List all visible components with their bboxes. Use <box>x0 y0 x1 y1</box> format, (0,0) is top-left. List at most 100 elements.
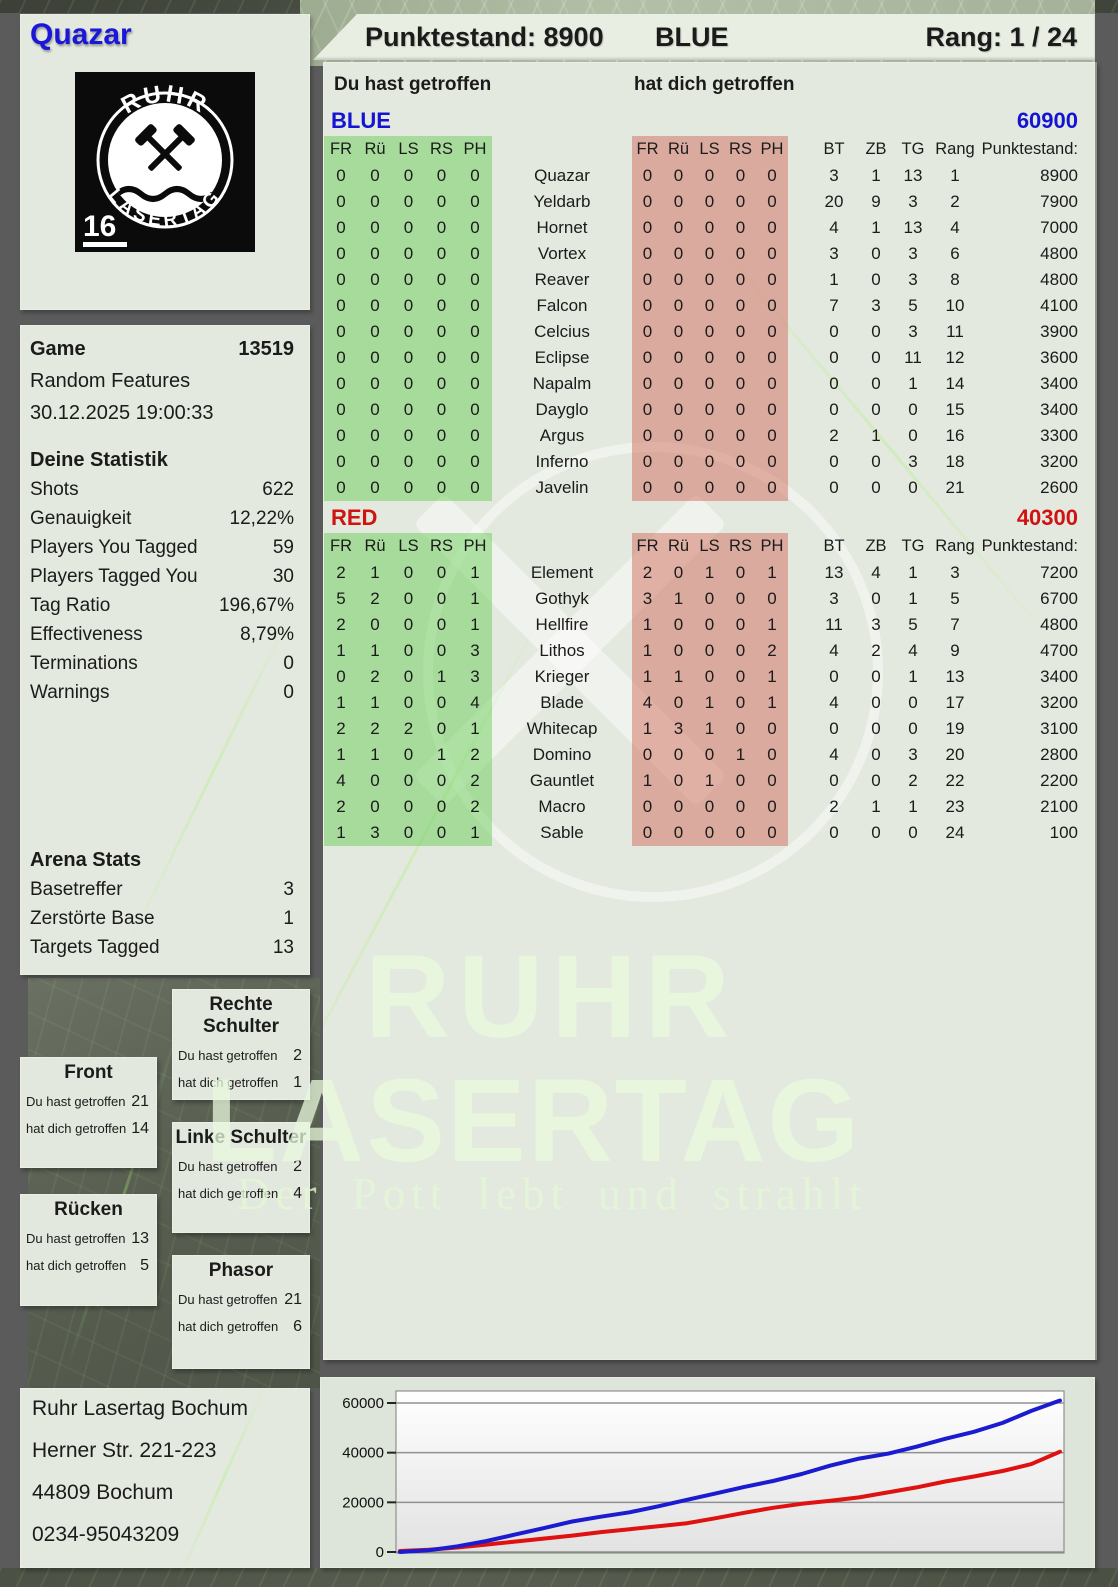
cell: 4 <box>829 693 839 712</box>
cell: 3 <box>871 615 881 634</box>
cell: 0 <box>694 241 725 267</box>
cell: 0 <box>663 215 694 241</box>
cell: 3400 <box>1040 400 1078 419</box>
body-part-title: Rechte Schulter <box>202 994 280 1037</box>
cell: 0 <box>725 664 756 690</box>
cell: 0 <box>392 560 425 586</box>
cell: 4 <box>829 218 839 237</box>
body-part-box-linke-schulter: Linke Schulter Du hast getroffen 2 hat di… <box>172 1122 310 1233</box>
cell: 0 <box>425 215 458 241</box>
cell: 0 <box>458 371 492 397</box>
cell: 0 <box>756 423 788 449</box>
stat-value: 8,79% <box>240 624 294 645</box>
stat-value: 1 <box>283 908 294 929</box>
cell: 2 <box>392 716 425 742</box>
cell: 5 <box>908 296 918 315</box>
cell: 0 <box>694 345 725 371</box>
cell: 1 <box>425 742 458 768</box>
cell: 0 <box>358 449 392 475</box>
cell: 11 <box>946 322 964 341</box>
cell: 7000 <box>1040 218 1078 237</box>
cell <box>788 768 812 794</box>
table-row: 0 0 0 0 0 Hornet 0 0 0 0 0 4 1 13 4 7000 <box>324 215 1080 241</box>
cell: 1 <box>458 612 492 638</box>
stat-value: 622 <box>262 479 294 500</box>
cell: Argus <box>539 426 585 445</box>
table-row: 5 2 0 0 1 Gothyk 3 1 0 0 0 3 0 1 5 6700 <box>324 586 1080 612</box>
cell: 1 <box>632 716 663 742</box>
cell: 2 <box>871 641 881 660</box>
cell: 3600 <box>1040 348 1078 367</box>
column-header: ZB <box>865 140 887 158</box>
score-table-panel: Du hast getroffen hat dich getroffen BLU… <box>323 62 1097 1360</box>
cell: 0 <box>632 423 663 449</box>
table-row: 0 0 0 0 0 Vortex 0 0 0 0 0 3 0 3 6 4800 <box>324 241 1080 267</box>
cell: 0 <box>756 215 788 241</box>
cell: 3 <box>358 820 392 846</box>
cell: 2 <box>358 716 392 742</box>
cell: 0 <box>756 794 788 820</box>
cell: 0 <box>324 189 358 215</box>
cell: 0 <box>908 823 918 842</box>
cell: 0 <box>458 475 492 501</box>
cell: 0 <box>425 371 458 397</box>
column-header: FR <box>632 533 663 560</box>
cell: 0 <box>358 371 392 397</box>
cell: 4100 <box>1040 296 1078 315</box>
stat-value: 196,67% <box>218 595 294 616</box>
cell: 1 <box>632 664 663 690</box>
stat-label: Targets Tagged <box>30 937 160 958</box>
cell <box>788 267 812 293</box>
column-header: Rü <box>663 136 694 163</box>
stat-row: Shots 622 <box>30 475 294 504</box>
cell: 0 <box>358 423 392 449</box>
address-line-3: 44809 Bochum <box>32 1481 174 1504</box>
cell: 4 <box>324 768 358 794</box>
cell: 3 <box>908 452 918 471</box>
stat-label: Terminations <box>30 653 138 674</box>
column-header: Rü <box>663 533 694 560</box>
you-hit-value: 2 <box>293 1158 302 1175</box>
team-total-score: 60900 <box>1016 108 1078 133</box>
cell: Whitecap <box>526 719 598 738</box>
cell: 0 <box>392 267 425 293</box>
stat-label: Basetreffer <box>30 879 123 900</box>
column-header: PH <box>458 136 492 163</box>
cell: 0 <box>324 163 358 189</box>
cell: 0 <box>663 319 694 345</box>
cell: 1 <box>908 797 918 816</box>
cell: 1 <box>425 664 458 690</box>
column-header: BT <box>823 140 845 158</box>
cell: 0 <box>756 345 788 371</box>
cell: 0 <box>871 400 881 419</box>
cell: 15 <box>945 400 965 419</box>
cell <box>788 612 812 638</box>
team-table-blue: BLUE 60900 FR Rü LS RS PH FR Rü LS RS PH BT ZB TG Rang P… <box>324 106 1080 501</box>
cell: 0 <box>829 719 839 738</box>
cell: 3 <box>908 192 918 211</box>
you-hit-label: Du hast getroffen <box>178 1292 278 1307</box>
cell: 1 <box>725 742 756 768</box>
cell: 9 <box>950 641 960 660</box>
cell: 4 <box>871 563 881 582</box>
cell: 0 <box>663 163 694 189</box>
cell: 4700 <box>1040 641 1078 660</box>
game-stats-panel: Game 13519 Random Features 30.12.2025 19… <box>20 325 310 975</box>
cell: 0 <box>425 638 458 664</box>
column-header: RS <box>425 136 458 163</box>
cell: 3 <box>950 563 960 582</box>
cell: 0 <box>632 293 663 319</box>
table-row: 1 3 0 0 1 Sable 0 0 0 0 0 0 0 0 24 100 <box>324 820 1080 846</box>
cell: 0 <box>829 452 839 471</box>
logo-number-underline <box>83 242 127 247</box>
score-chart-panel: 0 20000 40000 60000 <box>320 1377 1095 1568</box>
cell: 0 <box>663 345 694 371</box>
cell: 0 <box>392 241 425 267</box>
column-header <box>492 136 632 163</box>
cell: 0 <box>425 820 458 846</box>
cell: 1 <box>632 612 663 638</box>
table-row: 1 1 0 0 3 Lithos 1 0 0 0 2 4 2 4 9 4700 <box>324 638 1080 664</box>
cell <box>788 241 812 267</box>
cell: 1 <box>871 218 881 237</box>
cell: 0 <box>694 397 725 423</box>
